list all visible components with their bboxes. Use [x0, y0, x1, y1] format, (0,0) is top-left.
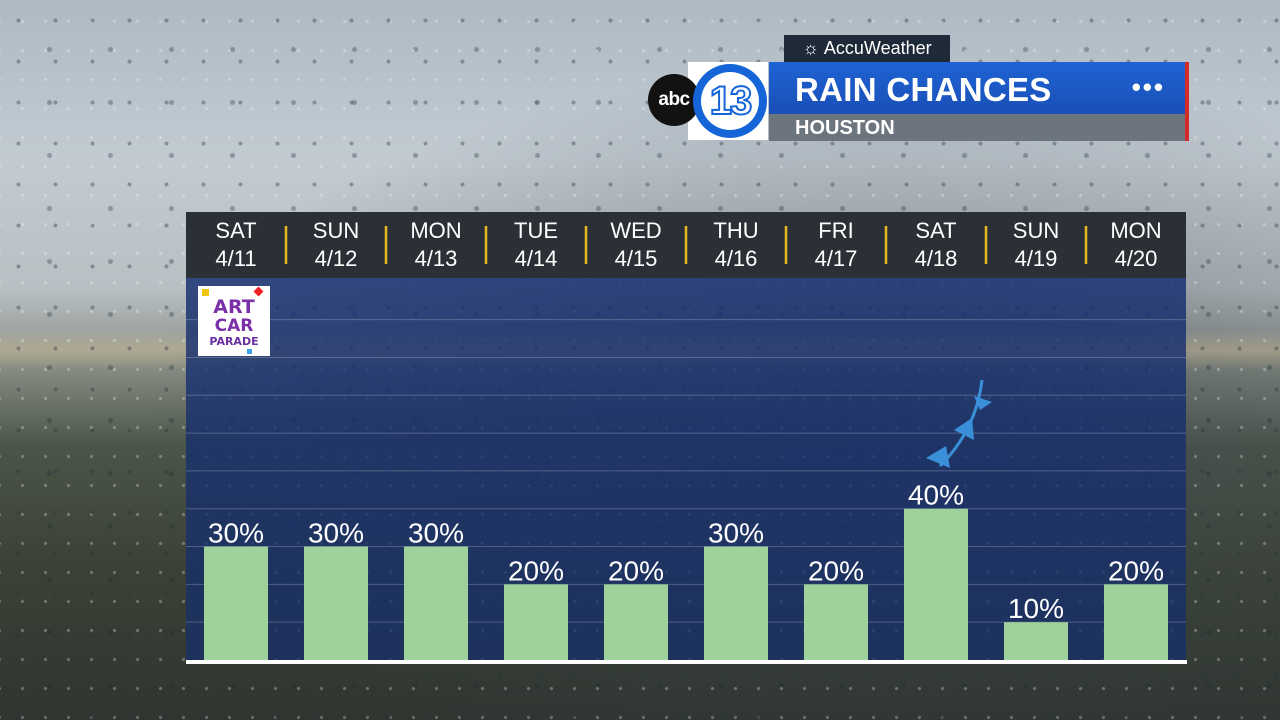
- day-label: SUN: [313, 218, 359, 243]
- value-label: 10%: [1008, 593, 1064, 624]
- day-label: SAT: [915, 218, 956, 243]
- art-car-parade-badge: ART CAR PARADE: [198, 286, 270, 356]
- date-label: 4/19: [1015, 246, 1058, 271]
- bar: [904, 508, 968, 660]
- day-label: FRI: [818, 218, 853, 243]
- bar: [1004, 622, 1068, 660]
- date-label: 4/14: [515, 246, 558, 271]
- accuweather-label: AccuWeather: [823, 38, 932, 58]
- badge-line-1: ART: [213, 296, 255, 318]
- chart-baseline: [186, 660, 1187, 664]
- bar: [804, 584, 868, 660]
- more-dots-icon: •••: [1131, 72, 1165, 102]
- date-label: 4/20: [1115, 246, 1158, 271]
- date-label: 4/18: [915, 246, 958, 271]
- value-label: 40%: [908, 480, 964, 511]
- date-label: 4/17: [815, 246, 858, 271]
- day-label: MON: [1110, 218, 1161, 243]
- badge-line-3: PARADE: [209, 335, 259, 348]
- abc-logo: abc: [648, 74, 700, 126]
- sun-icon: ☼: [802, 38, 819, 58]
- date-label: 4/13: [415, 246, 458, 271]
- day-label: TUE: [514, 218, 558, 243]
- day-label: THU: [713, 218, 758, 243]
- day-label: SAT: [215, 218, 256, 243]
- badge-line-2: CAR: [214, 316, 254, 336]
- date-label: 4/12: [315, 246, 358, 271]
- bar: [604, 584, 668, 660]
- date-label: 4/15: [615, 246, 658, 271]
- day-label: MON: [410, 218, 461, 243]
- bar: [704, 546, 768, 660]
- value-label: 30%: [308, 518, 364, 549]
- value-label: 20%: [808, 555, 864, 586]
- bar: [204, 546, 268, 660]
- subtitle-bar: HOUSTON: [769, 114, 1189, 141]
- value-label: 20%: [1108, 555, 1164, 586]
- bar: [304, 546, 368, 660]
- date-label: 4/16: [715, 246, 758, 271]
- date-label: 4/11: [215, 246, 256, 271]
- station-logo-ring: [693, 64, 767, 138]
- day-label: WED: [610, 218, 661, 243]
- day-label: SUN: [1013, 218, 1059, 243]
- page-title: RAIN CHANCES: [795, 71, 1052, 108]
- bar: [504, 584, 568, 660]
- value-label: 20%: [608, 555, 664, 586]
- bar: [404, 546, 468, 660]
- location-subtitle: HOUSTON: [795, 117, 895, 139]
- title-bar: RAIN CHANCES •••: [769, 62, 1189, 114]
- bar: [1104, 584, 1168, 660]
- station-number: 13: [709, 78, 754, 124]
- value-label: 30%: [708, 518, 764, 549]
- value-label: 20%: [508, 555, 564, 586]
- cold-front-icon: [926, 379, 992, 468]
- accuweather-tag: ☼ AccuWeather: [784, 35, 950, 62]
- value-label: 30%: [408, 518, 464, 549]
- value-label: 30%: [208, 518, 264, 549]
